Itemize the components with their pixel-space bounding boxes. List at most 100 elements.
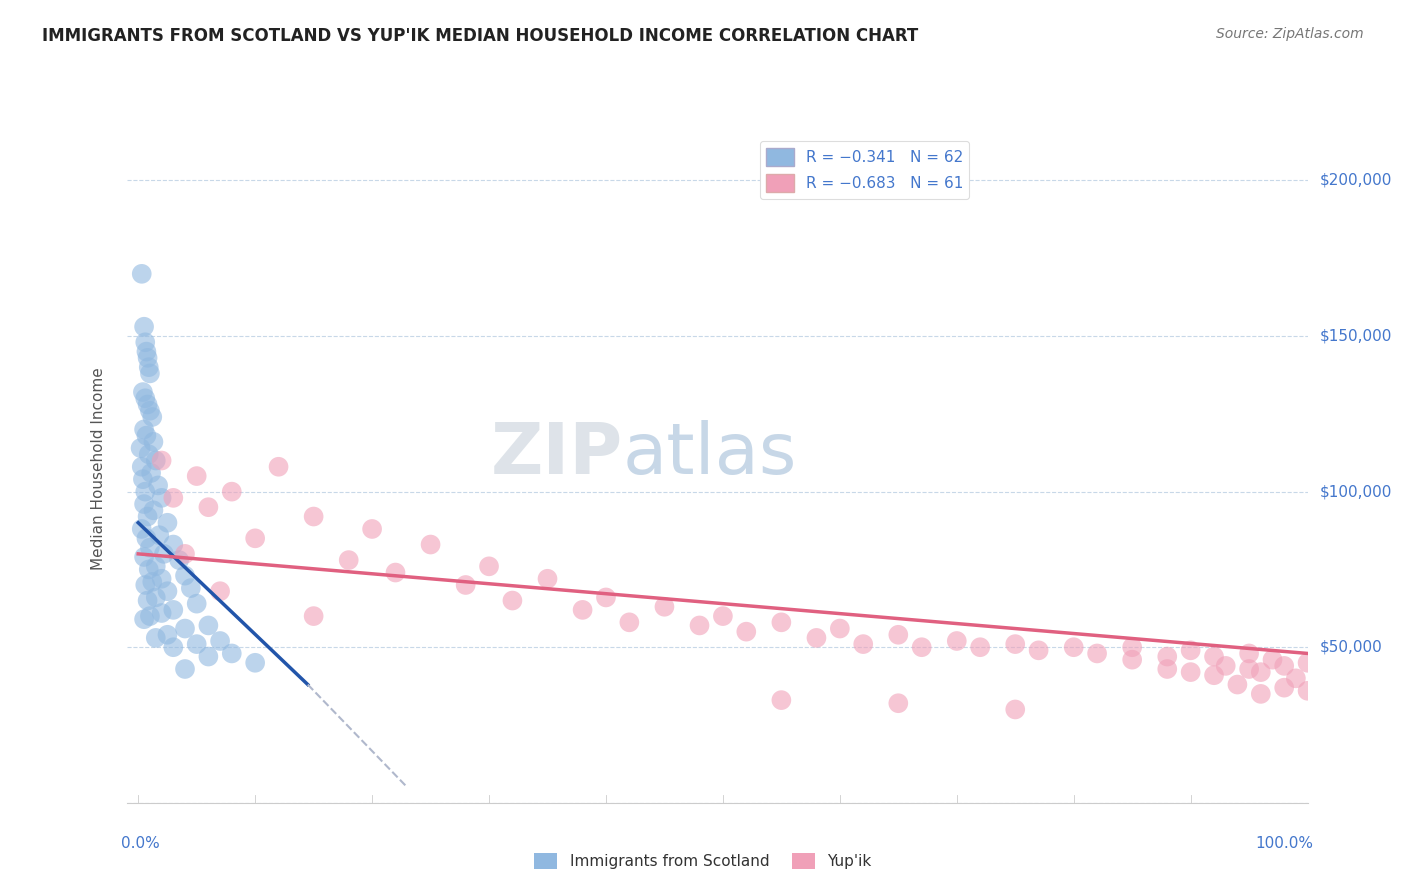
Point [1028, 643, 1050, 657]
Text: 0.0%: 0.0% [121, 837, 159, 851]
Point [1296, 656, 1319, 670]
Point [145, 453, 167, 467]
Point [139, 466, 162, 480]
Point [1202, 668, 1225, 682]
Point [135, 428, 157, 442]
Point [134, 484, 156, 499]
Point [969, 640, 991, 655]
Point [243, 656, 266, 670]
Point [1202, 649, 1225, 664]
Text: $50,000: $50,000 [1319, 640, 1382, 655]
Point [186, 637, 208, 651]
Point [454, 578, 477, 592]
Point [852, 637, 875, 651]
Point [478, 559, 501, 574]
Point [1226, 677, 1249, 691]
Text: ZIP: ZIP [491, 420, 623, 490]
Point [1261, 653, 1284, 667]
Point [131, 522, 153, 536]
Point [186, 597, 208, 611]
Legend: R = −0.341   N = 62, R = −0.683   N = 61: R = −0.341 N = 62, R = −0.683 N = 61 [759, 142, 969, 199]
Text: $100,000: $100,000 [1319, 484, 1392, 500]
Point [1156, 649, 1178, 664]
Point [150, 453, 173, 467]
Point [162, 640, 184, 655]
Point [197, 649, 219, 664]
Point [209, 584, 232, 599]
Point [654, 599, 676, 614]
Point [197, 618, 219, 632]
Point [806, 631, 828, 645]
Point [770, 615, 793, 630]
Point [887, 696, 910, 710]
Y-axis label: Median Household Income: Median Household Income [91, 367, 105, 570]
Point [828, 622, 851, 636]
Point [153, 547, 176, 561]
Point [1250, 687, 1272, 701]
Point [142, 503, 165, 517]
Point [136, 397, 159, 411]
Point [1180, 643, 1202, 657]
Point [150, 491, 173, 505]
Point [135, 344, 157, 359]
Point [735, 624, 758, 639]
Point [361, 522, 384, 536]
Text: $200,000: $200,000 [1319, 173, 1392, 188]
Point [1272, 659, 1295, 673]
Point [619, 615, 641, 630]
Point [243, 531, 266, 545]
Point [1237, 647, 1260, 661]
Point [595, 591, 617, 605]
Point [162, 603, 184, 617]
Point [139, 541, 162, 555]
Point [1121, 640, 1143, 655]
Point [1004, 702, 1026, 716]
Point [156, 628, 179, 642]
Text: atlas: atlas [623, 420, 797, 490]
Point [174, 568, 197, 582]
Point [139, 609, 162, 624]
Point [131, 267, 153, 281]
Point [150, 606, 173, 620]
Point [132, 422, 155, 436]
Text: 100.0%: 100.0% [1256, 837, 1313, 851]
Point [141, 574, 163, 589]
Point [162, 491, 184, 505]
Point [145, 559, 167, 574]
Point [221, 647, 243, 661]
Point [167, 553, 190, 567]
Point [711, 609, 734, 624]
Point [1004, 637, 1026, 651]
Point [132, 612, 155, 626]
Point [134, 578, 156, 592]
Point [141, 409, 163, 424]
Point [770, 693, 793, 707]
Point [186, 469, 208, 483]
Point [1063, 640, 1085, 655]
Point [134, 335, 156, 350]
Point [1237, 662, 1260, 676]
Point [1250, 665, 1272, 679]
Point [209, 634, 232, 648]
Point [180, 581, 202, 595]
Point [142, 434, 165, 449]
Point [1121, 653, 1143, 667]
Point [1215, 659, 1237, 673]
Point [136, 351, 159, 365]
Point [384, 566, 406, 580]
Point [1296, 683, 1319, 698]
Point [138, 360, 160, 375]
Point [145, 631, 167, 645]
Point [135, 531, 157, 545]
Text: Source: ZipAtlas.com: Source: ZipAtlas.com [1216, 27, 1364, 41]
Point [419, 537, 441, 551]
Point [174, 662, 197, 676]
Point [571, 603, 593, 617]
Point [1272, 681, 1295, 695]
Point [536, 572, 558, 586]
Point [136, 593, 159, 607]
Point [148, 528, 170, 542]
Point [156, 584, 179, 599]
Point [197, 500, 219, 515]
Point [131, 459, 153, 474]
